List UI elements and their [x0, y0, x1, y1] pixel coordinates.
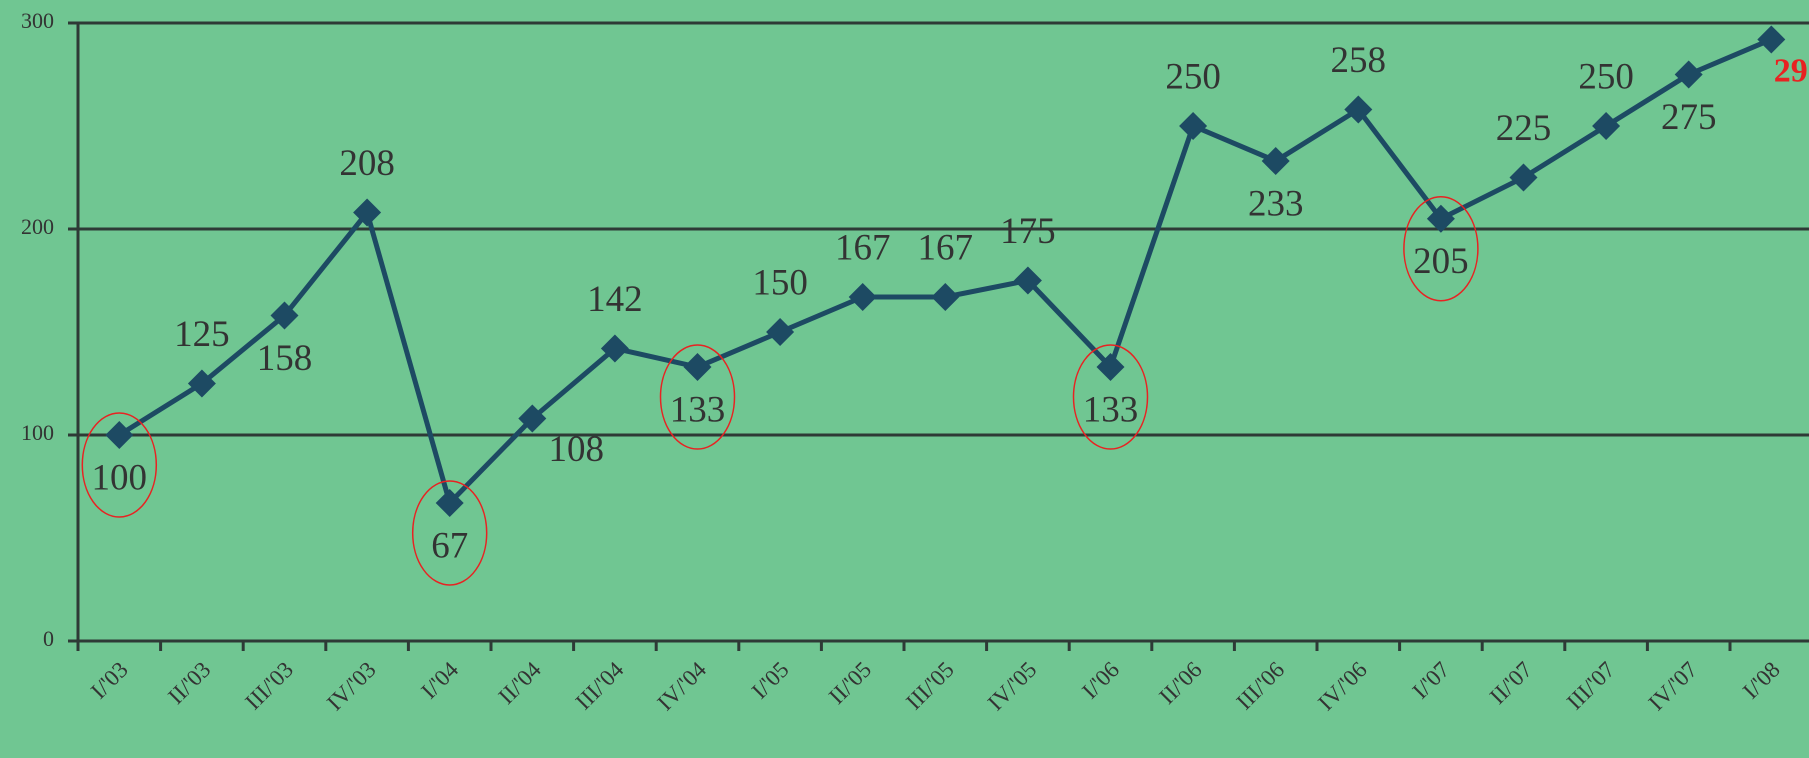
x-tick-label: II/'05 — [824, 657, 876, 709]
marker — [1757, 25, 1786, 54]
x-tick-label: I/'05 — [747, 657, 794, 704]
marker — [1344, 95, 1373, 124]
data-label: 67 — [431, 525, 468, 566]
x-tick-label: IV/'06 — [1313, 657, 1372, 716]
marker — [270, 301, 299, 330]
data-label: 208 — [339, 143, 395, 184]
x-tick-label: IV/'04 — [652, 657, 711, 716]
data-label: 233 — [1248, 184, 1304, 225]
marker — [1592, 112, 1621, 140]
data-label: 205 — [1413, 241, 1469, 282]
highlight-circle — [659, 344, 736, 450]
x-tick-label: III/'03 — [240, 657, 298, 715]
x-tick-label: IV/'05 — [983, 657, 1042, 716]
y-tick-label: 200 — [21, 214, 54, 239]
marker — [435, 488, 464, 517]
marker — [1509, 163, 1538, 192]
data-label: 167 — [918, 227, 974, 268]
marker — [1096, 353, 1125, 382]
highlight-circle — [1072, 344, 1149, 450]
data-label: 275 — [1661, 97, 1717, 138]
x-tick-label: III/'07 — [1562, 657, 1620, 715]
marker — [600, 334, 629, 363]
x-tick-label: III/'06 — [1232, 657, 1290, 715]
data-label: 142 — [587, 279, 643, 320]
data-label: 225 — [1496, 108, 1552, 149]
marker — [1013, 266, 1042, 295]
marker — [766, 318, 795, 346]
x-tick-label: II/'07 — [1485, 657, 1537, 709]
data-label: 108 — [549, 429, 605, 470]
x-tick-label: I/'07 — [1408, 657, 1455, 704]
data-label: 292 — [1774, 52, 1809, 89]
data-label: 175 — [1000, 211, 1056, 252]
x-tick-label: III/'05 — [901, 657, 959, 715]
marker — [683, 353, 712, 382]
data-label: 133 — [670, 390, 726, 431]
highlight-circle — [411, 480, 488, 586]
marker — [353, 198, 382, 227]
y-tick-label: 100 — [21, 420, 54, 445]
data-label: 133 — [1083, 390, 1139, 431]
x-tick-label: I/'06 — [1077, 657, 1124, 704]
marker — [187, 369, 216, 398]
x-tick-label: IV/'07 — [1644, 657, 1703, 716]
marker — [1674, 60, 1703, 89]
marker — [1179, 112, 1208, 140]
data-label: 150 — [752, 262, 808, 303]
x-tick-label: I/'04 — [416, 657, 463, 704]
y-tick-label: 0 — [43, 626, 54, 651]
highlight-circle — [1403, 195, 1479, 302]
highlight-circle — [81, 412, 158, 518]
data-label: 250 — [1578, 56, 1634, 97]
x-tick-label: I/'08 — [1738, 657, 1785, 704]
data-label: 167 — [835, 227, 891, 268]
marker — [1261, 147, 1290, 176]
data-label: 258 — [1331, 40, 1387, 81]
data-label: 125 — [174, 314, 230, 355]
x-tick-label: II/'03 — [163, 657, 215, 709]
x-tick-label: II/'04 — [494, 657, 547, 710]
marker — [931, 282, 960, 311]
data-label: 158 — [257, 338, 313, 379]
x-tick-label: I/'03 — [86, 657, 133, 704]
x-tick-label: II/'06 — [1154, 657, 1206, 709]
marker — [1426, 204, 1455, 233]
marker — [105, 421, 134, 449]
marker — [848, 282, 877, 311]
data-label: 250 — [1165, 56, 1221, 97]
x-tick-label: IV/'03 — [322, 657, 381, 716]
x-tick-label: III/'04 — [571, 657, 629, 715]
y-tick-label: 300 — [21, 8, 54, 33]
marker — [518, 404, 547, 433]
data-label: 100 — [92, 457, 148, 498]
